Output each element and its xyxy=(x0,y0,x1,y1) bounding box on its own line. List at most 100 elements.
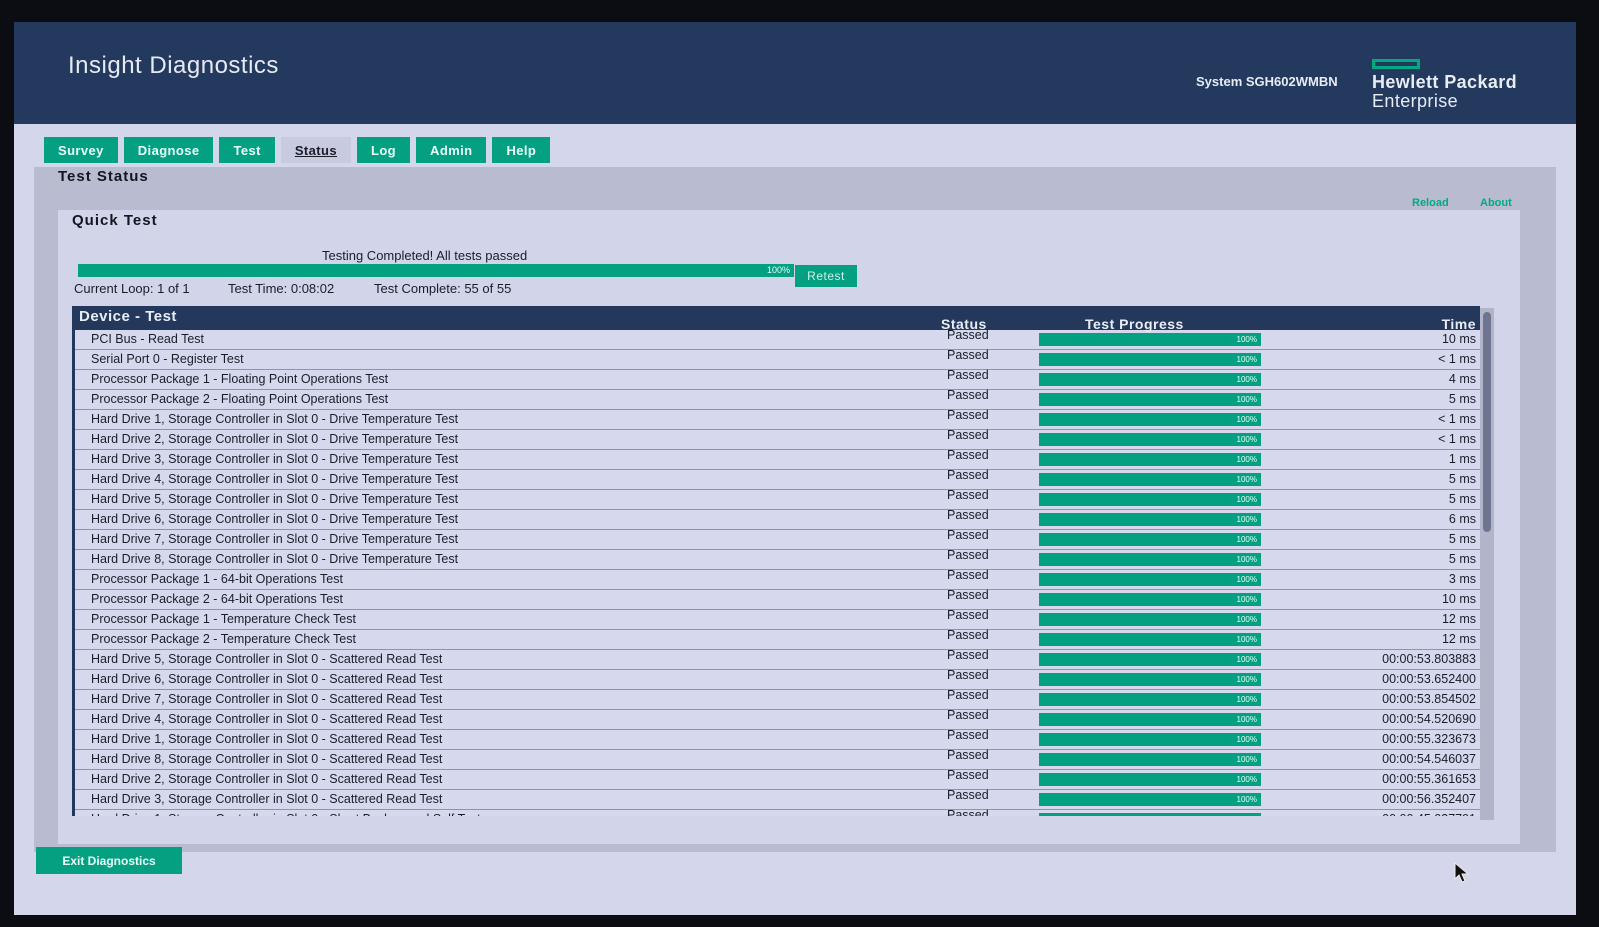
column-header-progress: Test Progress xyxy=(1085,316,1184,332)
test-status: Passed xyxy=(947,388,989,402)
test-progress-label: 100% xyxy=(1236,415,1257,424)
table-row: Hard Drive 1, Storage Controller in Slot… xyxy=(75,728,1480,750)
test-progress-fill: 100% xyxy=(1039,713,1261,726)
table-row: Hard Drive 3, Storage Controller in Slot… xyxy=(75,788,1480,810)
test-progress-fill: 100% xyxy=(1039,693,1261,706)
test-status: Passed xyxy=(947,368,989,382)
table-row: Processor Package 2 - 64-bit Operations … xyxy=(75,588,1480,610)
test-results-table: Device - Test Status Test Progress Time … xyxy=(72,306,1480,816)
test-name: Hard Drive 7, Storage Controller in Slot… xyxy=(91,532,459,546)
tab-test[interactable]: Test xyxy=(219,137,275,163)
test-progress-bar: 100% xyxy=(1039,653,1261,666)
test-name: Hard Drive 1, Storage Controller in Slot… xyxy=(91,812,481,816)
test-status: Passed xyxy=(947,448,989,462)
test-time-value: 00:00:56.352407 xyxy=(1382,792,1476,806)
reload-link[interactable]: Reload xyxy=(1412,197,1449,209)
test-status: Passed xyxy=(947,708,989,722)
table-row: Hard Drive 5, Storage Controller in Slot… xyxy=(75,648,1480,670)
test-progress-bar: 100% xyxy=(1039,813,1261,816)
page-title: Test Status xyxy=(58,168,149,185)
test-time-value: 00:00:55.323673 xyxy=(1382,732,1476,746)
test-progress-fill: 100% xyxy=(1039,573,1261,586)
test-status: Passed xyxy=(947,488,989,502)
test-time-value: 5 ms xyxy=(1448,472,1476,486)
test-progress-bar: 100% xyxy=(1039,373,1261,386)
test-name: Hard Drive 2, Storage Controller in Slot… xyxy=(91,432,459,446)
test-time-value: 1 ms xyxy=(1448,452,1476,466)
test-name: Processor Package 1 - Floating Point Ope… xyxy=(91,372,389,386)
exit-diagnostics-button[interactable]: Exit Diagnostics xyxy=(36,847,182,874)
table-header: Device - Test Status Test Progress Time xyxy=(75,306,1480,332)
test-progress-label: 100% xyxy=(1237,813,1257,816)
test-status: Passed xyxy=(947,588,989,602)
table-row: Hard Drive 3, Storage Controller in Slot… xyxy=(75,448,1480,470)
test-progress-label: 100% xyxy=(1236,335,1257,344)
app-title: Insight Diagnostics xyxy=(68,52,279,79)
test-name: Hard Drive 7, Storage Controller in Slot… xyxy=(91,692,443,706)
test-time-value: < 1 ms xyxy=(1438,432,1476,446)
tab-admin[interactable]: Admin xyxy=(416,137,487,163)
test-status: Passed xyxy=(947,688,989,702)
test-progress-label: 100% xyxy=(1236,435,1257,444)
table-row: Hard Drive 1, Storage Controller in Slot… xyxy=(75,408,1480,430)
column-header-device: Device - Test xyxy=(79,308,177,325)
test-progress-bar: 100% xyxy=(1039,393,1261,406)
test-name: Hard Drive 1, Storage Controller in Slot… xyxy=(91,412,459,426)
test-progress-bar: 100% xyxy=(1039,453,1261,466)
test-status: Passed xyxy=(947,608,989,622)
test-progress-label: 100% xyxy=(1236,475,1257,484)
test-name: Hard Drive 4, Storage Controller in Slot… xyxy=(91,712,443,726)
test-status: Passed xyxy=(947,568,989,582)
tab-log[interactable]: Log xyxy=(357,137,411,163)
test-time-value: 00:00:53.652400 xyxy=(1382,672,1476,686)
column-header-status: Status xyxy=(941,316,987,332)
tab-diagnose[interactable]: Diagnose xyxy=(123,137,214,163)
brand-line-1: Hewlett Packard xyxy=(1372,72,1518,92)
test-progress-bar: 100% xyxy=(1039,433,1261,446)
test-time-value: 3 ms xyxy=(1448,572,1476,586)
test-time-value: 00:00:55.361653 xyxy=(1382,772,1476,786)
test-time-value: 00:00:53.854502 xyxy=(1382,692,1476,706)
test-progress-bar: 100% xyxy=(1039,553,1261,566)
test-progress-bar: 100% xyxy=(1039,753,1261,766)
test-status: Passed xyxy=(947,808,989,816)
test-progress-fill: 100% xyxy=(1039,413,1261,426)
test-time-value: 12 ms xyxy=(1441,612,1476,626)
test-progress-fill: 100% xyxy=(1039,473,1261,486)
test-progress-fill: 100% xyxy=(1039,633,1261,646)
test-time: Test Time: 0:08:02 xyxy=(228,281,335,296)
test-progress-label: 100% xyxy=(1236,755,1257,764)
test-status: Passed xyxy=(947,648,989,662)
test-progress-label: 100% xyxy=(1236,515,1257,524)
tab-help[interactable]: Help xyxy=(492,137,551,163)
test-progress-bar: 100% xyxy=(1039,353,1261,366)
table-row: Hard Drive 8, Storage Controller in Slot… xyxy=(75,748,1480,770)
test-time-value: 5 ms xyxy=(1448,532,1476,546)
test-progress-bar: 100% xyxy=(1039,473,1261,486)
test-time-value: 10 ms xyxy=(1441,592,1476,606)
scrollbar-thumb[interactable] xyxy=(1483,312,1491,532)
mouse-pointer-icon xyxy=(1454,862,1470,883)
current-loop: Current Loop: 1 of 1 xyxy=(74,281,190,296)
test-status: Passed xyxy=(947,508,989,522)
tab-survey[interactable]: Survey xyxy=(44,137,118,163)
table-row: Hard Drive 6, Storage Controller in Slot… xyxy=(75,668,1480,690)
test-time-value: 00:00:54.546037 xyxy=(1382,752,1476,766)
table-row: Hard Drive 2, Storage Controller in Slot… xyxy=(75,768,1480,790)
column-header-time: Time xyxy=(1441,316,1476,332)
test-time-value: 00:00:54.520690 xyxy=(1382,712,1476,726)
table-row: Hard Drive 7, Storage Controller in Slot… xyxy=(75,688,1480,710)
retest-button[interactable]: Retest xyxy=(795,265,857,287)
table-row: Hard Drive 8, Storage Controller in Slot… xyxy=(75,548,1480,570)
table-scrollbar[interactable] xyxy=(1480,308,1494,820)
test-status: Passed xyxy=(947,628,989,642)
test-progress-fill: 100% xyxy=(1039,353,1261,366)
test-name: Processor Package 2 - Floating Point Ope… xyxy=(91,392,389,406)
tab-status[interactable]: Status xyxy=(280,137,351,163)
test-status: Passed xyxy=(947,728,989,742)
test-progress-bar: 100% xyxy=(1039,673,1261,686)
test-name: Hard Drive 6, Storage Controller in Slot… xyxy=(91,672,443,686)
test-progress-fill: 100% xyxy=(1039,753,1261,766)
about-link[interactable]: About xyxy=(1480,197,1512,209)
test-progress-bar: 100% xyxy=(1039,693,1261,706)
